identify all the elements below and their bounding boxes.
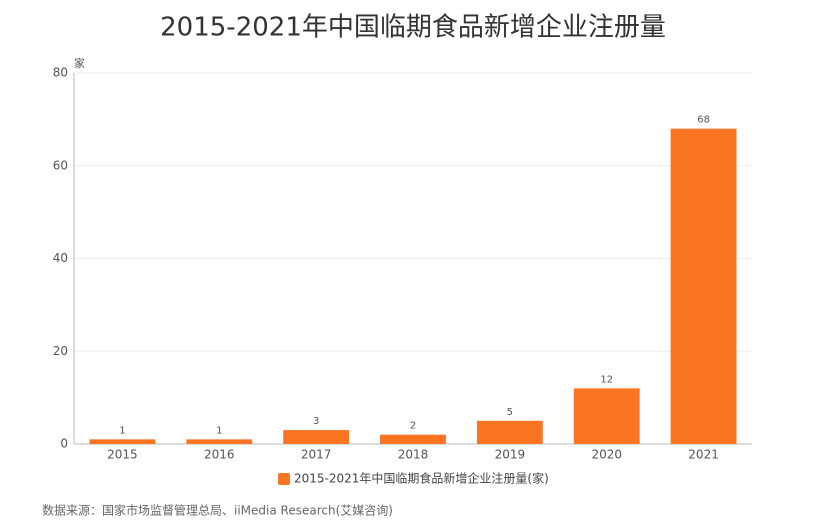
data-label: 2 [410,421,416,432]
bar [476,420,543,444]
legend-swatch [278,473,290,485]
bar [380,434,446,444]
y-tick-label: 40 [53,251,68,265]
y-tick-label: 80 [53,66,68,80]
chart-title: 2015-2021年中国临期食品新增企业注册量 [160,13,666,43]
data-label: 3 [313,416,319,427]
data-label: 5 [507,407,513,418]
y-unit: 家 [74,56,85,70]
bar [670,128,737,444]
x-tick-label: 2017 [301,448,332,462]
bar [186,439,253,444]
bar [573,388,640,444]
data-label: 1 [216,425,222,436]
y-tick-label: 20 [53,344,68,358]
x-tick-label: 2015 [107,448,138,462]
x-tick-label: 2016 [204,448,235,462]
source: 数据来源：国家市场监督管理总局、iiMedia Research(艾媒咨询) [42,503,393,518]
x-tick-label: 2021 [688,448,719,462]
x-tick-label: 2019 [495,448,526,462]
x-tick-label: 2020 [591,448,622,462]
bar [283,430,350,444]
y-tick-label: 60 [53,158,68,172]
bar [89,439,156,444]
data-label: 1 [119,425,125,436]
y-tick-label: 0 [60,437,68,451]
x-tick-label: 2018 [398,448,429,462]
data-label: 68 [697,115,710,126]
data-label: 12 [600,374,613,385]
legend-label: 2015-2021年中国临期食品新增企业注册量(家) [294,471,549,486]
